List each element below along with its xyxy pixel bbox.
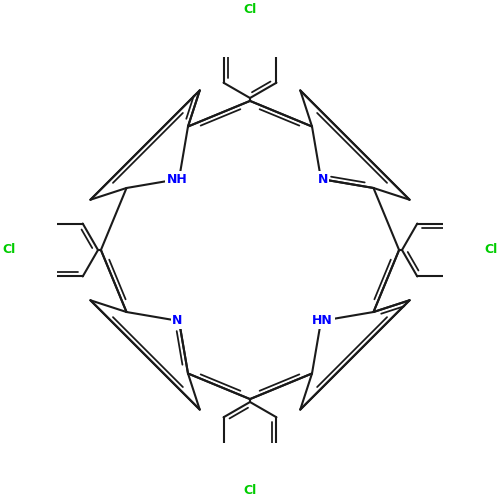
Text: Cl: Cl [484,244,498,256]
Text: N: N [172,314,182,328]
Text: Cl: Cl [244,3,256,16]
Text: NH: NH [167,172,188,186]
Text: Cl: Cl [244,484,256,497]
Text: HN: HN [312,314,333,328]
Text: Cl: Cl [2,244,16,256]
Text: N: N [318,172,328,186]
